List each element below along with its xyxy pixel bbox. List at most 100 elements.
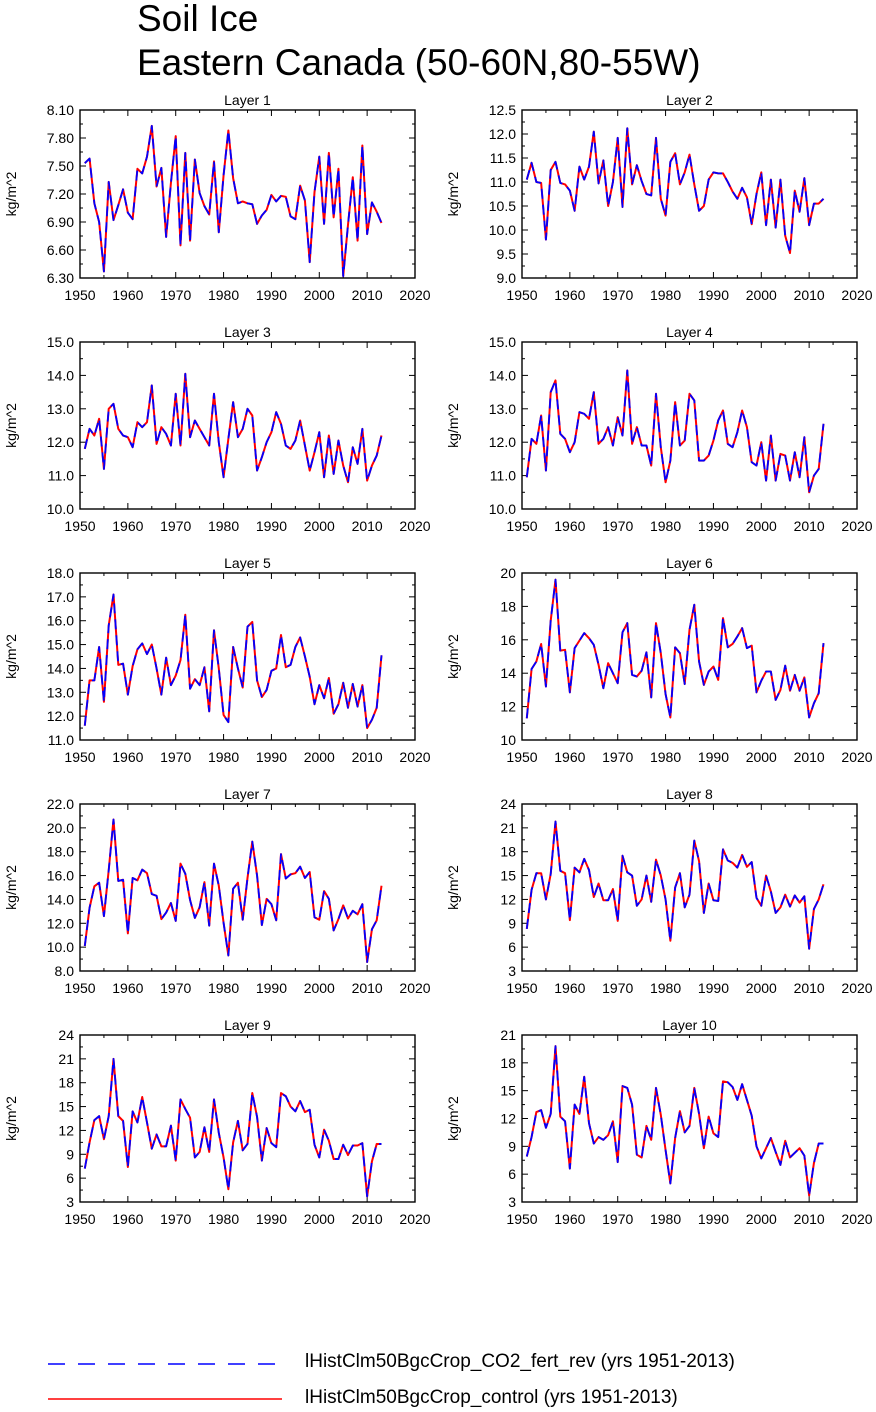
y-axis-label-layer-7: kg/m^2	[3, 865, 19, 910]
x-tick-label-layer-3: 1970	[160, 518, 191, 534]
figure-title-line-2: Eastern Canada (50-60N,80-55W)	[137, 42, 701, 83]
series-co2-fert-rev-line-layer-1	[84, 124, 383, 278]
y-axis-label-layer-3: kg/m^2	[3, 403, 19, 448]
y-tick-label-layer-2: 11.0	[490, 174, 516, 190]
panel-title-layer-9: Layer 9	[224, 1017, 271, 1033]
y-tick-label-layer-9: 24	[58, 1027, 74, 1043]
x-tick-label-layer-5: 1950	[64, 749, 95, 765]
x-tick-label-layer-6: 2000	[746, 749, 777, 765]
x-tick-label-layer-10: 2010	[794, 1211, 825, 1227]
panel-title-layer-10: Layer 10	[662, 1017, 717, 1033]
y-tick-label-layer-3: 13.0	[47, 401, 74, 417]
y-tick-label-layer-1: 7.80	[47, 130, 74, 146]
x-tick-label-layer-1: 1970	[160, 287, 191, 303]
x-tick-label-layer-6: 1970	[602, 749, 633, 765]
x-tick-label-layer-9: 2020	[399, 1211, 430, 1227]
panel-title-layer-4: Layer 4	[666, 324, 713, 340]
y-tick-label-layer-7: 22.0	[47, 796, 74, 812]
plot-frame-layer-7	[79, 803, 416, 972]
x-tick-label-layer-4: 2010	[794, 518, 825, 534]
x-tick-label-layer-7: 1960	[112, 980, 143, 996]
y-tick-label-layer-1: 8.10	[47, 102, 74, 118]
y-tick-label-layer-3: 15.0	[47, 334, 74, 350]
legend-label-control: lHistClm50BgcCrop_control (yrs 1951-2013…	[305, 1387, 678, 1408]
series-control-line-layer-9	[83, 1057, 382, 1198]
x-tick-label-layer-4: 1980	[650, 518, 681, 534]
y-tick-label-layer-10: 3	[508, 1194, 516, 1210]
x-tick-label-layer-1: 1980	[208, 287, 239, 303]
x-tick-label-layer-1: 2020	[399, 287, 430, 303]
y-tick-label-layer-8: 24	[500, 796, 516, 812]
x-tick-label-layer-10: 1990	[698, 1211, 729, 1227]
x-tick-label-layer-6: 2020	[841, 749, 872, 765]
y-tick-label-layer-2: 11.5	[490, 150, 516, 166]
x-tick-label-layer-5: 2000	[304, 749, 335, 765]
x-tick-label-layer-7: 2020	[399, 980, 430, 996]
x-tick-label-layer-1: 2000	[304, 287, 335, 303]
x-tick-label-layer-6: 2010	[794, 749, 825, 765]
plot-frame-layer-6	[521, 572, 858, 741]
series-co2-fert-rev-line-layer-10	[525, 1045, 824, 1197]
x-tick-label-layer-2: 1990	[698, 287, 729, 303]
y-tick-label-layer-9: 12	[58, 1122, 74, 1138]
y-axis-label-layer-10: kg/m^2	[445, 1096, 461, 1141]
figure-title-line-1: Soil Ice	[137, 0, 259, 39]
x-tick-label-layer-2: 2020	[841, 287, 872, 303]
y-tick-label-layer-5: 15.0	[47, 637, 74, 653]
x-tick-label-layer-10: 1980	[650, 1211, 681, 1227]
y-tick-label-layer-7: 12.0	[47, 915, 74, 931]
x-tick-label-layer-9: 1950	[64, 1211, 95, 1227]
y-tick-label-layer-6: 10	[500, 732, 516, 748]
panel-title-layer-3: Layer 3	[224, 324, 271, 340]
y-tick-label-layer-2: 12.5	[489, 102, 516, 118]
series-co2-fert-rev-line-layer-7	[83, 818, 383, 963]
y-tick-label-layer-8: 15	[500, 868, 516, 884]
panel-title-layer-2: Layer 2	[666, 92, 713, 108]
y-tick-label-layer-2: 10.5	[489, 198, 516, 214]
x-tick-label-layer-8: 2020	[841, 980, 872, 996]
x-tick-label-layer-3: 1980	[208, 518, 239, 534]
y-tick-label-layer-9: 15	[58, 1099, 74, 1115]
x-tick-label-layer-10: 1960	[554, 1211, 585, 1227]
x-tick-label-layer-4: 1950	[506, 518, 537, 534]
series-control-line-layer-4	[525, 369, 825, 494]
y-tick-label-layer-3: 11.0	[48, 468, 74, 484]
x-tick-label-layer-9: 2010	[352, 1211, 383, 1227]
y-tick-label-layer-1: 7.20	[47, 186, 74, 202]
y-tick-label-layer-7: 8.0	[55, 963, 75, 979]
y-tick-label-layer-5: 11.0	[48, 732, 74, 748]
x-tick-label-layer-4: 2020	[841, 518, 872, 534]
y-axis-label-layer-2: kg/m^2	[445, 171, 461, 216]
x-tick-label-layer-10: 1950	[506, 1211, 537, 1227]
x-tick-label-layer-3: 2010	[352, 518, 383, 534]
x-tick-label-layer-6: 1960	[554, 749, 585, 765]
y-tick-label-layer-8: 18	[500, 844, 516, 860]
x-tick-label-layer-1: 2010	[352, 287, 383, 303]
y-tick-label-layer-9: 18	[58, 1075, 74, 1091]
series-co2-fert-rev-line-layer-9	[83, 1057, 382, 1198]
y-tick-label-layer-4: 13.0	[489, 401, 516, 417]
y-tick-label-layer-6: 18	[500, 598, 516, 614]
y-tick-label-layer-8: 21	[500, 820, 516, 836]
x-tick-label-layer-9: 1980	[208, 1211, 239, 1227]
y-tick-label-layer-3: 10.0	[47, 501, 74, 517]
x-tick-label-layer-4: 1990	[698, 518, 729, 534]
panel-title-layer-6: Layer 6	[666, 555, 713, 571]
x-tick-label-layer-5: 2020	[399, 749, 430, 765]
y-tick-label-layer-8: 3	[508, 963, 516, 979]
x-tick-label-layer-7: 1970	[160, 980, 191, 996]
x-tick-label-layer-5: 1980	[208, 749, 239, 765]
x-tick-label-layer-2: 1960	[554, 287, 585, 303]
y-tick-label-layer-9: 6	[66, 1170, 74, 1186]
x-tick-label-layer-7: 1980	[208, 980, 239, 996]
x-tick-label-layer-8: 1990	[698, 980, 729, 996]
x-tick-label-layer-9: 1960	[112, 1211, 143, 1227]
legend-label-co2-fert-rev: lHistClm50BgcCrop_CO2_fert_rev (yrs 1951…	[305, 1351, 735, 1372]
x-tick-label-layer-3: 2000	[304, 518, 335, 534]
x-tick-label-layer-10: 2000	[746, 1211, 777, 1227]
y-tick-label-layer-7: 14.0	[47, 891, 74, 907]
y-axis-label-layer-5: kg/m^2	[3, 634, 19, 679]
y-tick-label-layer-5: 13.0	[47, 684, 74, 700]
x-tick-label-layer-10: 1970	[602, 1211, 633, 1227]
panel-title-layer-1: Layer 1	[224, 92, 271, 108]
